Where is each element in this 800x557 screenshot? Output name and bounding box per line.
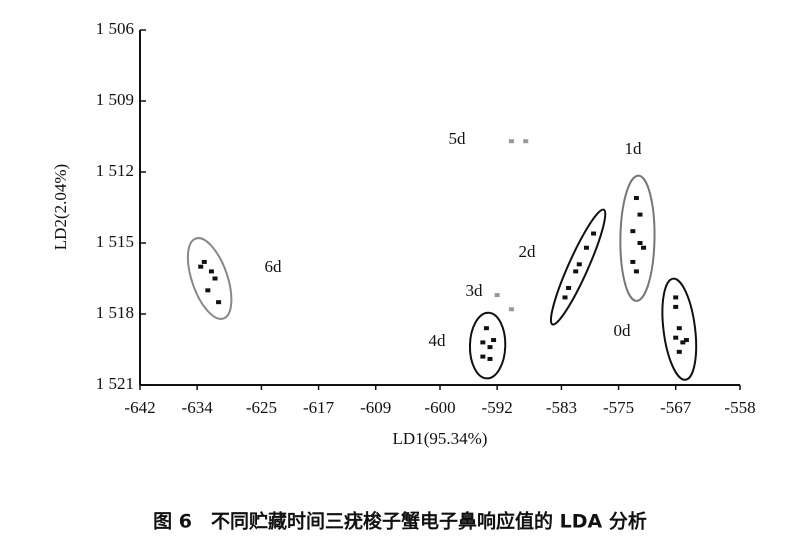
point (630, 229, 636, 234)
y-tick-label: 1 518 (96, 303, 134, 322)
x-tick-label: -642 (124, 398, 155, 417)
point (673, 335, 679, 340)
x-tick-label: -625 (246, 398, 277, 417)
point (201, 259, 207, 264)
point (483, 326, 489, 331)
x-tick-label: -609 (360, 398, 391, 417)
point (487, 345, 493, 350)
point (573, 269, 579, 274)
x-tick-label: -600 (424, 398, 455, 417)
point (673, 304, 679, 309)
y-tick-label: 1 506 (96, 19, 134, 38)
series-label: 3d (466, 281, 484, 300)
y-tick-label: 1 515 (96, 232, 134, 251)
point (508, 139, 514, 144)
x-axis-label: LD1(95.34%) (393, 429, 488, 448)
point (583, 245, 589, 250)
y-tick-label: 1 512 (96, 161, 134, 180)
point (683, 338, 689, 343)
x-tick-label: -634 (182, 398, 214, 417)
point (676, 349, 682, 354)
point (576, 262, 582, 267)
caption: 图 6 不同贮藏时间三疣梭子蟹电子鼻响应值的 LDA 分析 (153, 510, 647, 533)
point (673, 295, 679, 300)
series-label: 2d (519, 242, 537, 261)
series-label: 0d (614, 321, 632, 340)
x-tick-label: -567 (660, 398, 692, 417)
x-tick-label: -558 (724, 398, 755, 417)
point (523, 139, 529, 144)
series-label: 1d (625, 139, 643, 158)
point (630, 259, 636, 264)
series-label: 4d (429, 331, 447, 350)
point (680, 340, 686, 345)
point (216, 300, 222, 305)
point (562, 295, 568, 300)
cluster-ellipse (468, 311, 507, 380)
y-tick-label: 1 509 (96, 90, 134, 109)
cluster-ellipse (186, 237, 233, 320)
point (208, 269, 214, 274)
point (494, 293, 500, 298)
point (205, 288, 211, 293)
point (633, 269, 639, 274)
point (480, 354, 486, 359)
point (637, 212, 643, 217)
x-tick-label: -617 (303, 398, 335, 417)
point (566, 285, 572, 290)
point (480, 340, 486, 345)
point (591, 231, 597, 236)
x-tick-label: -583 (546, 398, 577, 417)
cluster-ellipse (549, 208, 607, 326)
series-label: 5d (449, 129, 467, 148)
point (508, 307, 514, 312)
x-tick-label: -592 (482, 398, 513, 417)
point (641, 245, 647, 250)
y-axis-label: LD2(2.04%) (51, 164, 70, 250)
point (491, 338, 497, 343)
point (212, 276, 218, 281)
point (633, 196, 639, 201)
point (637, 241, 643, 245)
series-label: 6d (265, 257, 283, 276)
point (676, 326, 682, 331)
point (487, 356, 493, 361)
cluster-ellipse (661, 277, 698, 381)
y-tick-label: 1 521 (96, 374, 134, 393)
x-tick-label: -575 (603, 398, 634, 417)
cluster-ellipse (619, 174, 656, 302)
point (198, 264, 204, 269)
